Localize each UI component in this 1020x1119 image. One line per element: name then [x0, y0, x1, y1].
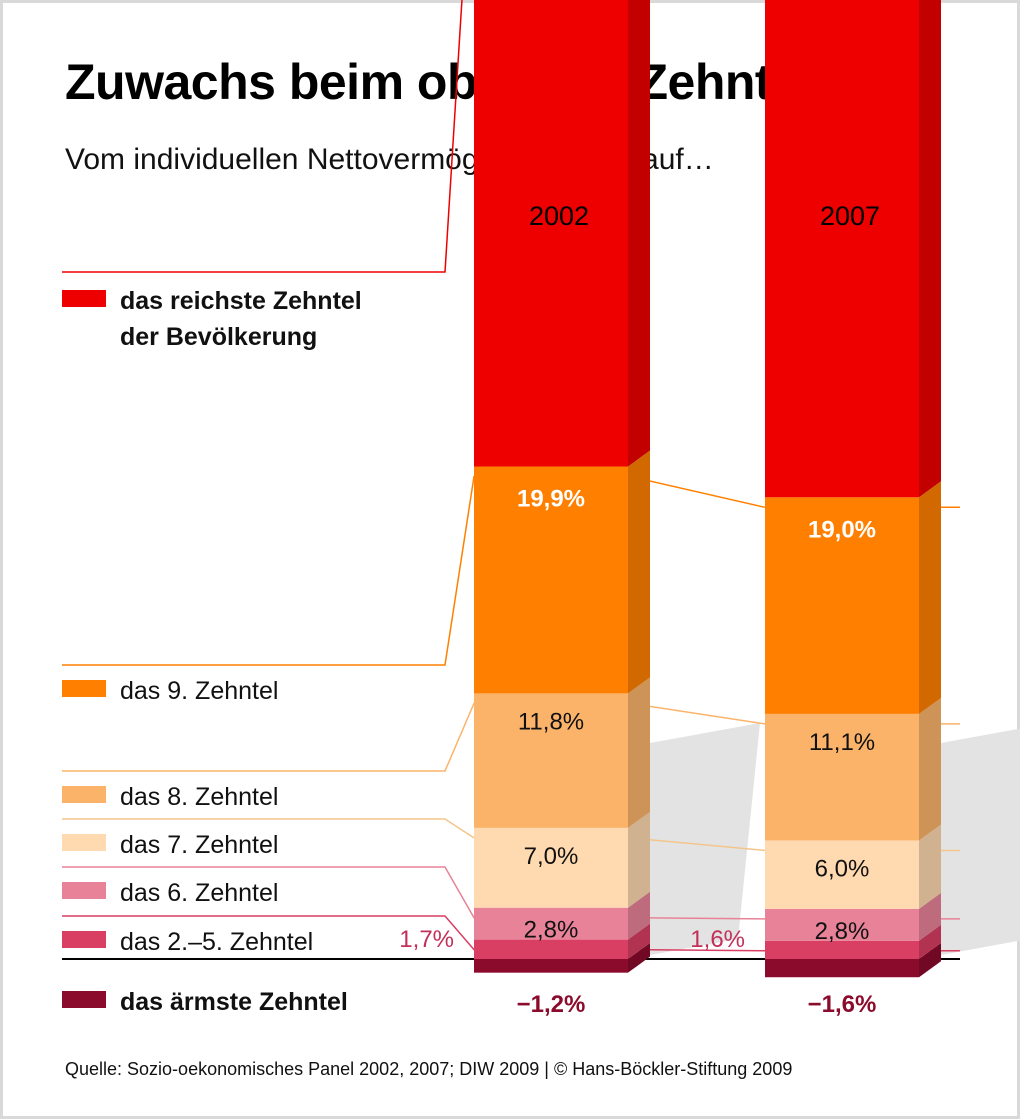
stacked-bar-chart: −1,2%1,7%2,8%7,0%11,8%19,9%57,9%−1,6%1,6…: [0, 0, 1020, 1119]
value-label: 1,6%: [690, 926, 745, 953]
legend-swatch: [62, 834, 106, 851]
bar-segment: [474, 0, 628, 467]
value-label: 19,0%: [808, 516, 876, 543]
value-label: 6,0%: [815, 855, 870, 882]
year-label: 2002: [529, 201, 589, 231]
year-label: 2007: [820, 201, 880, 231]
bar-segment: [474, 959, 628, 973]
bar-segment-side: [628, 677, 650, 828]
bar-segment: [765, 959, 919, 977]
legend-label: das 9. Zehntel: [120, 677, 278, 705]
value-label: 19,9%: [517, 486, 585, 513]
bar-segment-side: [919, 481, 941, 714]
legend-swatch: [62, 290, 106, 307]
value-label: 2,8%: [815, 918, 870, 945]
value-label: −1,2%: [517, 991, 586, 1018]
value-label: 7,0%: [524, 843, 579, 870]
legend-swatch: [62, 991, 106, 1008]
bar-segment-side: [628, 0, 650, 467]
legend-label: das ärmste Zehntel: [120, 988, 348, 1016]
legend-label: das 8. Zehntel: [120, 783, 278, 811]
value-label: 1,7%: [399, 926, 454, 953]
legend-swatch: [62, 931, 106, 948]
bar-segment-side: [919, 0, 941, 497]
legend-label: der Bevölkerung: [120, 323, 317, 351]
legend-label: das 2.–5. Zehntel: [120, 928, 313, 956]
bar-segment: [765, 0, 919, 497]
bar-segment-side: [628, 812, 650, 908]
value-label: 11,8%: [518, 708, 584, 735]
value-label: 2,8%: [524, 917, 579, 944]
legend-swatch: [62, 786, 106, 803]
legend-label: das 6. Zehntel: [120, 879, 278, 907]
legend-label: das 7. Zehntel: [120, 831, 278, 859]
bar-segment-side: [919, 698, 941, 841]
legend-swatch: [62, 882, 106, 899]
legend-swatch: [62, 680, 106, 697]
legend-label: das reichste Zehntel: [120, 287, 362, 315]
value-label: 11,1%: [809, 729, 875, 756]
value-label: −1,6%: [808, 991, 877, 1018]
bar-segment-side: [628, 451, 650, 694]
legend: das reichste Zehntel der Bevölkerung das 9…: [62, 287, 362, 1016]
year-labels: 2002 2007: [529, 201, 880, 231]
